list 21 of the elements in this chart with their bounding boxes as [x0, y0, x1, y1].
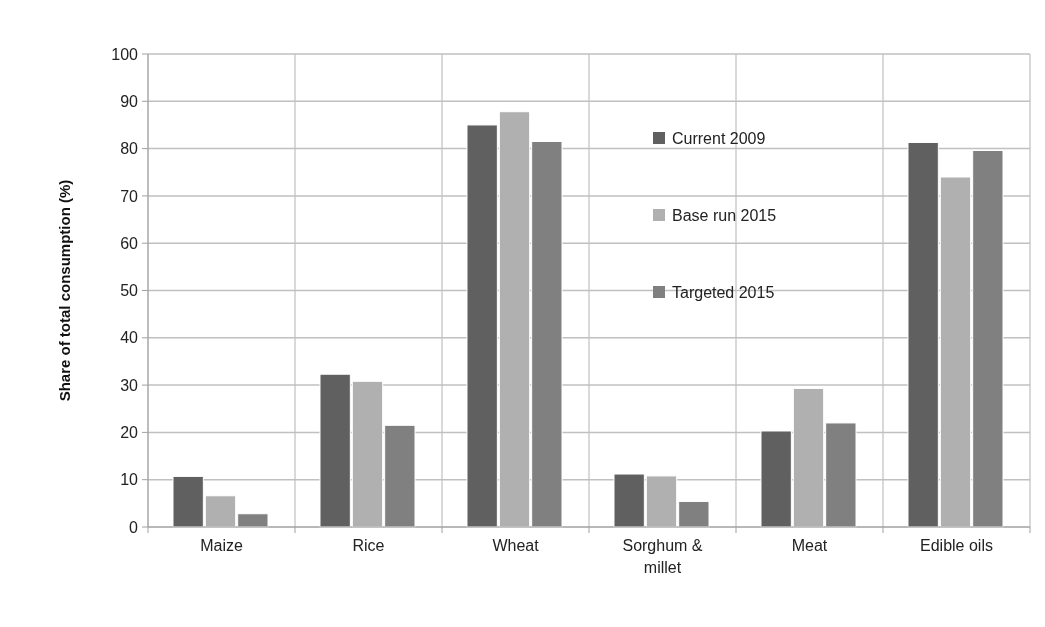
y-tick-label: 90 — [120, 92, 139, 110]
y-tick-label: 60 — [120, 234, 139, 252]
x-tick-label: Rice — [352, 537, 385, 554]
legend-label: Targeted 2015 — [672, 283, 775, 301]
x-tick-label: Maize — [200, 537, 243, 554]
legend-label: Current 2009 — [672, 129, 766, 147]
y-axis-title: Share of total consumption (%) — [56, 179, 73, 402]
y-tick-label: 30 — [120, 376, 139, 394]
x-tick-label: Meat — [791, 537, 828, 554]
y-tick-label: 80 — [120, 140, 139, 158]
y-tick-label: 100 — [111, 45, 139, 63]
x-tick-label: Wheat — [492, 537, 540, 554]
y-tick-label: 70 — [120, 187, 139, 205]
y-tick-label: 20 — [120, 424, 139, 441]
y-tick-label: 10 — [120, 471, 139, 489]
y-tick-label: 50 — [120, 282, 139, 300]
y-tick-label: 0 — [129, 518, 139, 536]
x-tick-label: Edible oils — [920, 537, 993, 554]
y-tick-label: 40 — [120, 329, 139, 347]
legend-label: Base run 2015 — [672, 206, 777, 224]
x-tick-label: Sorghum & millet — [622, 537, 703, 576]
